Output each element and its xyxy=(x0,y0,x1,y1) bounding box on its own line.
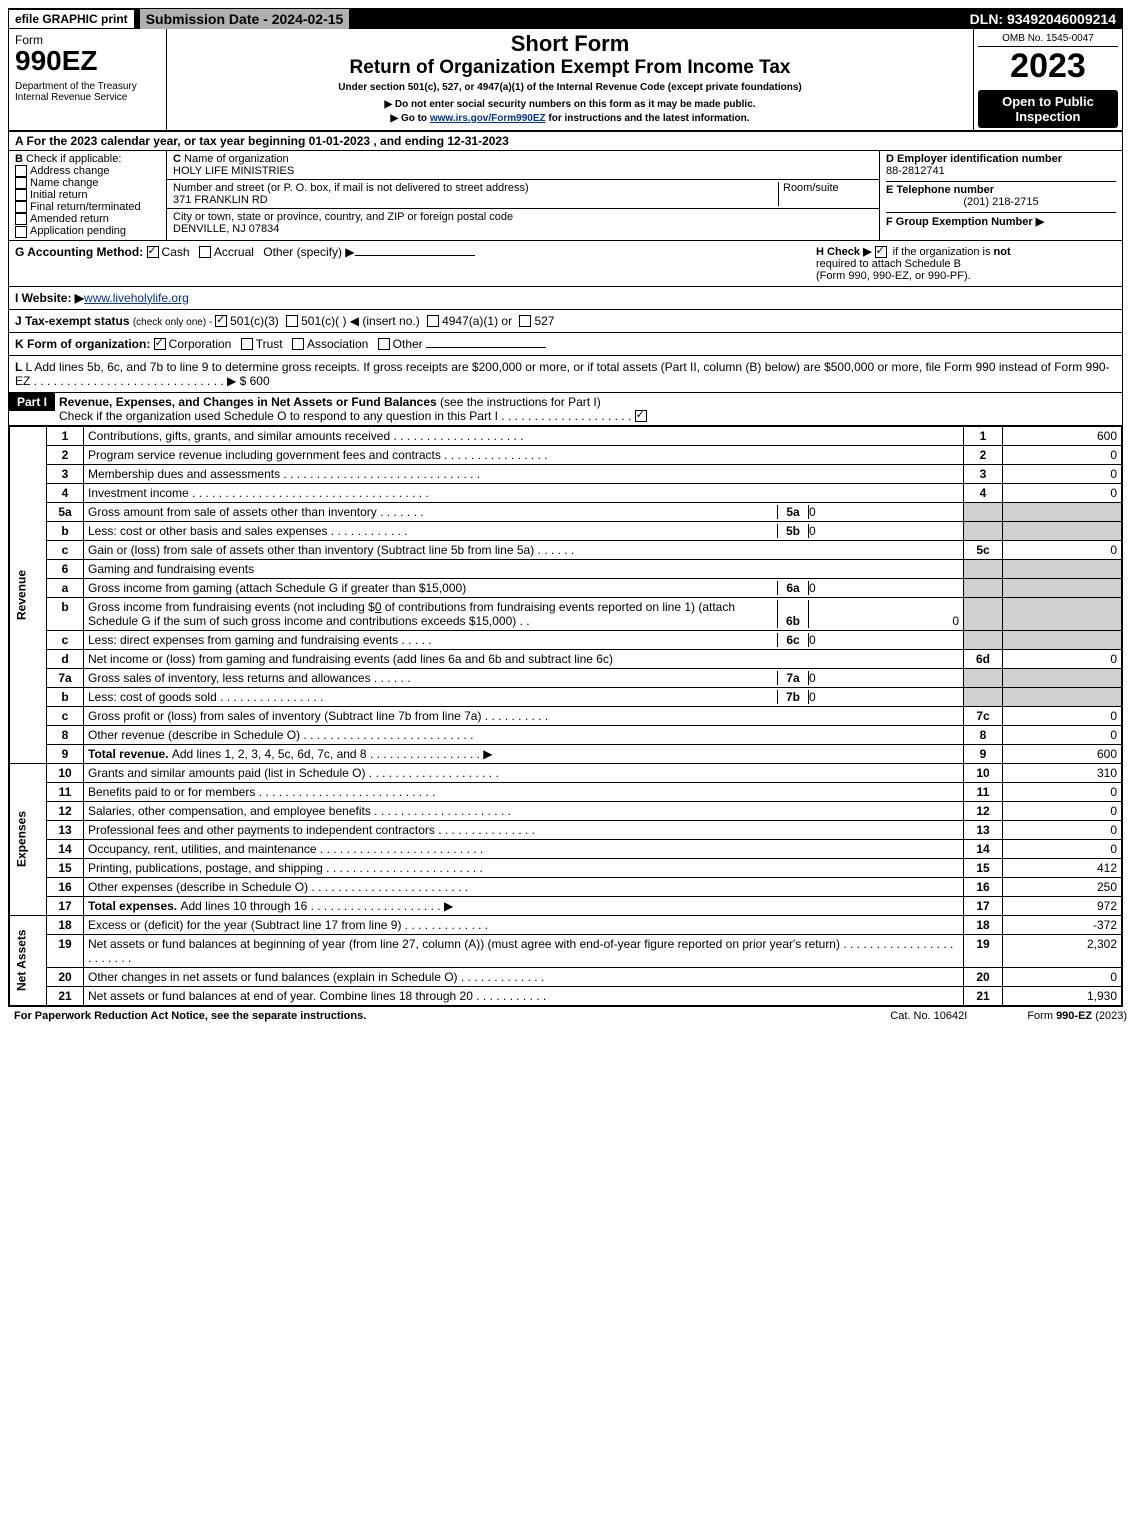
city-state-zip: DENVILLE, NJ 07834 xyxy=(173,223,279,235)
goto-line: ▶ Go to www.irs.gov/Form990EZ for instru… xyxy=(173,113,967,124)
irs-label: Internal Revenue Service xyxy=(15,92,160,103)
cat-number: Cat. No. 10642I xyxy=(890,1010,967,1022)
city-label: City or town, state or province, country… xyxy=(173,211,513,223)
return-title: Return of Organization Exempt From Incom… xyxy=(173,57,967,79)
b-label: B xyxy=(15,153,23,165)
total-expenses: 972 xyxy=(1003,896,1122,915)
section-l: L L Add lines 5b, 6c, and 7b to line 9 t… xyxy=(9,356,1122,393)
efile-print-button[interactable]: efile GRAPHIC print xyxy=(9,10,136,28)
accrual-checkbox[interactable] xyxy=(199,246,211,258)
submission-date: Submission Date - 2024-02-15 xyxy=(140,9,350,29)
top-bar: efile GRAPHIC print Submission Date - 20… xyxy=(9,9,1122,29)
expenses-section-label: Expenses xyxy=(10,763,47,915)
omb-number: OMB No. 1545-0047 xyxy=(978,31,1118,47)
line-1-desc: Contributions, gifts, grants, and simila… xyxy=(84,426,964,445)
form-number: 990EZ xyxy=(15,47,160,75)
initial-return-checkbox[interactable] xyxy=(15,189,27,201)
form-container: efile GRAPHIC print Submission Date - 20… xyxy=(8,8,1123,1007)
gross-receipts: 600 xyxy=(250,374,270,388)
amended-return-checkbox[interactable] xyxy=(15,213,27,225)
room-suite: Room/suite xyxy=(778,182,873,206)
section-a: A For the 2023 calendar year, or tax yea… xyxy=(9,132,1122,151)
org-name-label: Name of organization xyxy=(184,153,289,165)
part-i-schedule-o-checkbox[interactable] xyxy=(635,410,647,422)
501c3-checkbox[interactable] xyxy=(215,315,227,327)
paperwork-notice: For Paperwork Reduction Act Notice, see … xyxy=(14,1010,366,1022)
total-revenue: 600 xyxy=(1003,744,1122,763)
addr-change-checkbox[interactable] xyxy=(15,165,27,177)
part-i-label: Part I xyxy=(9,393,55,411)
assoc-checkbox[interactable] xyxy=(292,338,304,350)
g-label: G Accounting Method: xyxy=(15,245,147,259)
line-1-amt: 600 xyxy=(1003,426,1122,445)
e-phone-label: E Telephone number xyxy=(886,181,1116,196)
short-form-title: Short Form xyxy=(173,31,967,57)
part-i-table: Revenue 1Contributions, gifts, grants, a… xyxy=(9,426,1122,1006)
street-address: 371 FRANKLIN RD xyxy=(173,194,268,206)
501c-checkbox[interactable] xyxy=(286,315,298,327)
other-org-checkbox[interactable] xyxy=(378,338,390,350)
no-ssn-note: ▶ Do not enter social security numbers o… xyxy=(173,99,967,110)
tax-year: 2023 xyxy=(978,47,1118,86)
section-g-h: G Accounting Method: Cash Accrual Other … xyxy=(9,241,1122,287)
cash-checkbox[interactable] xyxy=(147,246,159,258)
527-checkbox[interactable] xyxy=(519,315,531,327)
b-check-label: Check if applicable: xyxy=(26,153,121,165)
section-i: I Website: ▶www.liveholylife.org xyxy=(9,287,1122,310)
org-name: HOLY LIFE MINISTRIES xyxy=(173,165,294,177)
under-section: Under section 501(c), 527, or 4947(a)(1)… xyxy=(173,82,967,93)
irs-link[interactable]: www.irs.gov/Form990EZ xyxy=(430,113,546,124)
revenue-section-label: Revenue xyxy=(10,426,47,763)
form-footer-num: 990-EZ xyxy=(1056,1010,1092,1022)
h-checkbox[interactable] xyxy=(875,246,887,258)
page-footer: For Paperwork Reduction Act Notice, see … xyxy=(8,1007,1129,1025)
phone-value: (201) 218-2715 xyxy=(886,196,1116,208)
final-return-checkbox[interactable] xyxy=(15,201,27,213)
4947-checkbox[interactable] xyxy=(427,315,439,327)
section-bcd: B Check if applicable: Address change Na… xyxy=(9,151,1122,241)
d-ein-label: D Employer identification number xyxy=(886,153,1116,165)
part-i-header: Part I Revenue, Expenses, and Changes in… xyxy=(9,393,1122,426)
corp-checkbox[interactable] xyxy=(154,338,166,350)
name-change-checkbox[interactable] xyxy=(15,177,27,189)
section-k: K Form of organization: Corporation Trus… xyxy=(9,333,1122,356)
ein-value: 88-2812741 xyxy=(886,165,1116,177)
open-to-public: Open to Public Inspection xyxy=(978,90,1118,128)
form-header: Form 990EZ Department of the Treasury In… xyxy=(9,29,1122,132)
dln-number: DLN: 93492046009214 xyxy=(964,9,1122,29)
dept-label: Department of the Treasury xyxy=(15,81,160,92)
netassets-section-label: Net Assets xyxy=(10,915,47,1005)
website-link[interactable]: www.liveholylife.org xyxy=(84,291,189,305)
f-group-label: F Group Exemption Number ▶ xyxy=(886,216,1044,228)
trust-checkbox[interactable] xyxy=(241,338,253,350)
section-j: J Tax-exempt status (check only one) - 5… xyxy=(9,310,1122,333)
net-assets-eoy: 1,930 xyxy=(1003,986,1122,1005)
addr-label: Number and street (or P. O. box, if mail… xyxy=(173,182,529,194)
app-pending-checkbox[interactable] xyxy=(15,226,27,238)
